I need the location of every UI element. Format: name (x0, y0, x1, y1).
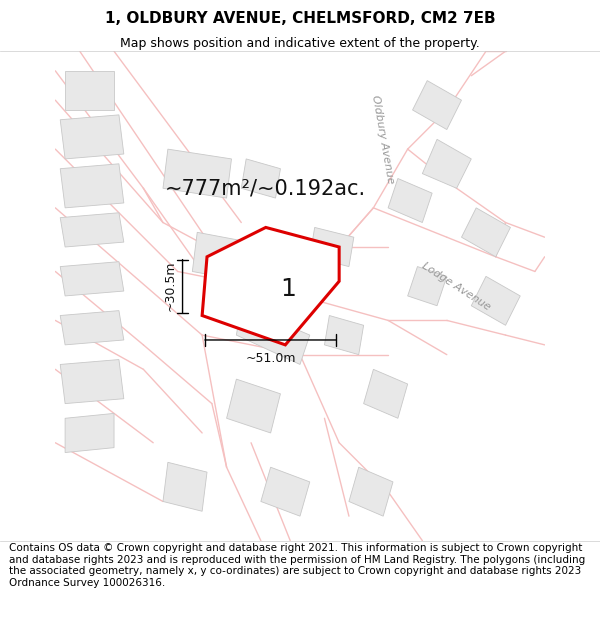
Polygon shape (60, 262, 124, 296)
Polygon shape (60, 164, 124, 208)
Text: Contains OS data © Crown copyright and database right 2021. This information is : Contains OS data © Crown copyright and d… (9, 543, 585, 588)
Polygon shape (261, 468, 310, 516)
Text: 1: 1 (280, 277, 296, 301)
Polygon shape (349, 468, 393, 516)
Polygon shape (461, 208, 511, 257)
Text: ~777m²/~0.192ac.: ~777m²/~0.192ac. (165, 178, 367, 198)
Polygon shape (193, 232, 275, 286)
Polygon shape (413, 81, 461, 129)
Text: 1, OLDBURY AVENUE, CHELMSFORD, CM2 7EB: 1, OLDBURY AVENUE, CHELMSFORD, CM2 7EB (104, 11, 496, 26)
Polygon shape (364, 369, 407, 418)
Text: Lodge Avenue: Lodge Avenue (421, 260, 493, 312)
Polygon shape (65, 71, 114, 110)
Polygon shape (310, 228, 354, 267)
Polygon shape (163, 149, 232, 198)
Text: ~30.5m: ~30.5m (164, 261, 176, 311)
Polygon shape (65, 413, 114, 452)
Polygon shape (236, 306, 310, 364)
Polygon shape (241, 159, 280, 198)
Polygon shape (202, 228, 339, 345)
Polygon shape (471, 276, 520, 325)
Polygon shape (60, 359, 124, 404)
Polygon shape (163, 462, 207, 511)
Polygon shape (227, 379, 280, 433)
Text: ~51.0m: ~51.0m (245, 352, 296, 365)
Polygon shape (407, 267, 447, 306)
Polygon shape (60, 115, 124, 159)
Polygon shape (422, 139, 471, 188)
Polygon shape (60, 311, 124, 345)
Text: Map shows position and indicative extent of the property.: Map shows position and indicative extent… (120, 37, 480, 50)
Polygon shape (388, 179, 432, 222)
Polygon shape (60, 213, 124, 247)
Polygon shape (325, 316, 364, 354)
Text: Oldbury Avenue: Oldbury Avenue (370, 94, 396, 184)
